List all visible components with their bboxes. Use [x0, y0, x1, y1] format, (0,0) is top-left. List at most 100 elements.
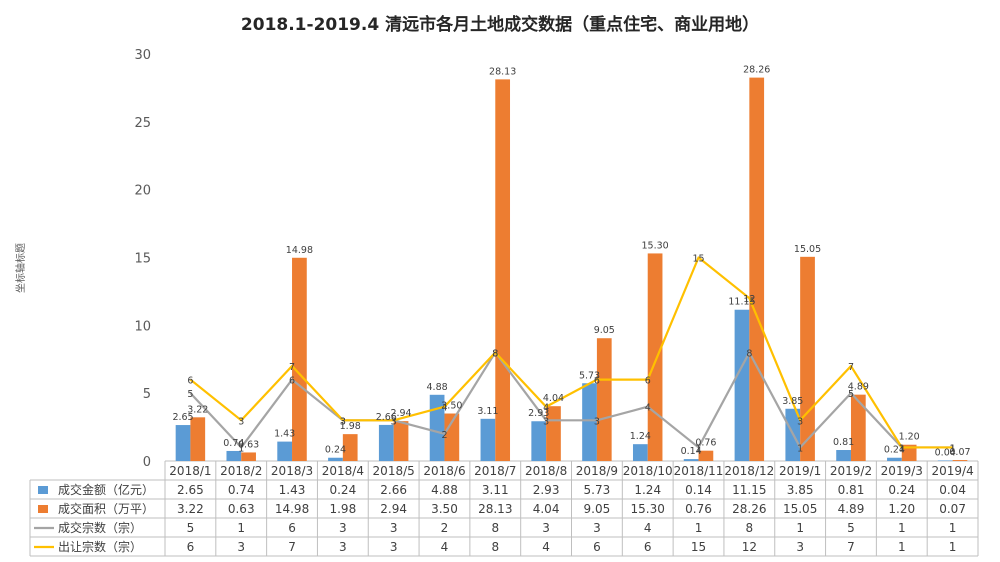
data-label: 2.94 — [390, 408, 411, 419]
data-label: 8 — [492, 348, 498, 359]
data-label: 4.88 — [427, 382, 448, 393]
table-cell: 0.81 — [838, 483, 865, 497]
bar — [683, 459, 699, 461]
data-label: 2.65 — [172, 412, 193, 423]
data-label: 2 — [441, 430, 447, 441]
table-cell: 5 — [847, 521, 855, 535]
bar — [800, 256, 815, 461]
table-cell: 4 — [441, 540, 449, 554]
legend-swatch — [38, 486, 48, 494]
table-cell: 1.20 — [888, 502, 915, 516]
data-label: 1 — [899, 443, 905, 454]
data-label: 1.98 — [340, 421, 361, 432]
data-label: 0.63 — [238, 439, 259, 450]
data-label: 1 — [238, 443, 244, 454]
table-cell: 3 — [237, 540, 245, 554]
table-cell: 4.89 — [838, 502, 865, 516]
bar — [596, 338, 612, 461]
bar — [749, 77, 765, 461]
data-label: 1.43 — [274, 429, 295, 440]
plot-area: 0510152025302.650.741.430.242.664.883.11… — [134, 48, 978, 470]
table-cell: 4.88 — [431, 483, 458, 497]
table-cell: 0.63 — [228, 502, 255, 516]
bar — [241, 452, 256, 461]
bar — [277, 441, 293, 461]
data-label: 5.73 — [579, 370, 600, 381]
category-label: 2019/4 — [931, 464, 973, 478]
table-cell: 4.04 — [533, 502, 560, 516]
bar — [952, 460, 968, 461]
data-label: 5 — [187, 389, 193, 400]
data-label: 0.04 — [935, 447, 956, 458]
bar — [429, 394, 445, 461]
bar — [937, 460, 953, 461]
table-cell: 4 — [542, 540, 550, 554]
data-label: 3 — [238, 416, 244, 427]
bar — [393, 421, 409, 461]
bar — [190, 417, 206, 461]
data-label: 3 — [594, 416, 600, 427]
table-cell: 7 — [847, 540, 855, 554]
data-label: 4 — [441, 403, 447, 414]
data-label: 8 — [492, 348, 498, 359]
data-label: 0.76 — [695, 438, 716, 449]
table-cell: 3 — [390, 540, 398, 554]
table-cell: 2.66 — [380, 483, 407, 497]
category-label: 2018/7 — [474, 464, 516, 478]
data-label: 4.89 — [848, 382, 869, 393]
table-cell: 2.65 — [177, 483, 204, 497]
data-label: 7 — [289, 362, 295, 373]
data-label: 0.24 — [325, 445, 346, 456]
y-axis-title: 坐标轴标题 — [14, 243, 27, 293]
data-label: 2.93 — [528, 408, 549, 419]
category-label: 2018/4 — [322, 464, 364, 478]
bar — [734, 309, 750, 461]
data-label: 2.66 — [376, 412, 397, 423]
table-cell: 4 — [644, 521, 652, 535]
data-label: 3 — [543, 416, 549, 427]
bar — [632, 444, 648, 461]
table-cell: 6 — [593, 540, 601, 554]
category-label: 2018/9 — [576, 464, 618, 478]
bar — [836, 450, 851, 461]
legend-label: 出让宗数（宗） — [58, 539, 142, 554]
category-label: 2019/2 — [830, 464, 872, 478]
data-label: 5 — [848, 389, 854, 400]
table-cell: 0.07 — [939, 502, 966, 516]
bar — [444, 413, 460, 461]
data-label: 11.15 — [728, 297, 755, 308]
table-cell: 7 — [288, 540, 296, 554]
table-cell: 28.13 — [478, 502, 512, 516]
bar — [328, 457, 343, 461]
category-label: 2018/12 — [724, 464, 774, 478]
table-cell: 1 — [898, 540, 906, 554]
legend-label: 成交面积（万平） — [58, 501, 154, 516]
category-label: 2018/6 — [423, 464, 465, 478]
data-label: 8 — [746, 348, 752, 359]
data-label: 7 — [848, 362, 854, 373]
bar — [175, 425, 191, 461]
table-cell: 2 — [441, 521, 449, 535]
table-cell: 2.93 — [533, 483, 560, 497]
table-cell: 1 — [237, 521, 245, 535]
y-tick-label: 20 — [134, 184, 151, 199]
category-label: 2018/11 — [674, 464, 724, 478]
bar — [850, 394, 866, 461]
table-cell: 1.43 — [279, 483, 306, 497]
table-cell: 6 — [288, 521, 296, 535]
data-label: 0.74 — [223, 438, 244, 449]
data-label: 3.85 — [782, 396, 803, 407]
data-label: 14.98 — [286, 245, 313, 256]
y-tick-label: 15 — [134, 252, 151, 267]
table-cell: 15.05 — [783, 502, 817, 516]
category-label: 2018/2 — [220, 464, 262, 478]
legend-swatch — [38, 505, 48, 513]
bar — [582, 383, 597, 461]
data-label: 6 — [289, 376, 295, 387]
data-label: 0.07 — [949, 447, 970, 458]
table-cell: 0.76 — [685, 502, 712, 516]
table-cell: 9.05 — [584, 502, 611, 516]
data-label: 15 — [692, 254, 704, 265]
table-cell: 3 — [390, 521, 398, 535]
data-label: 1 — [797, 443, 803, 454]
